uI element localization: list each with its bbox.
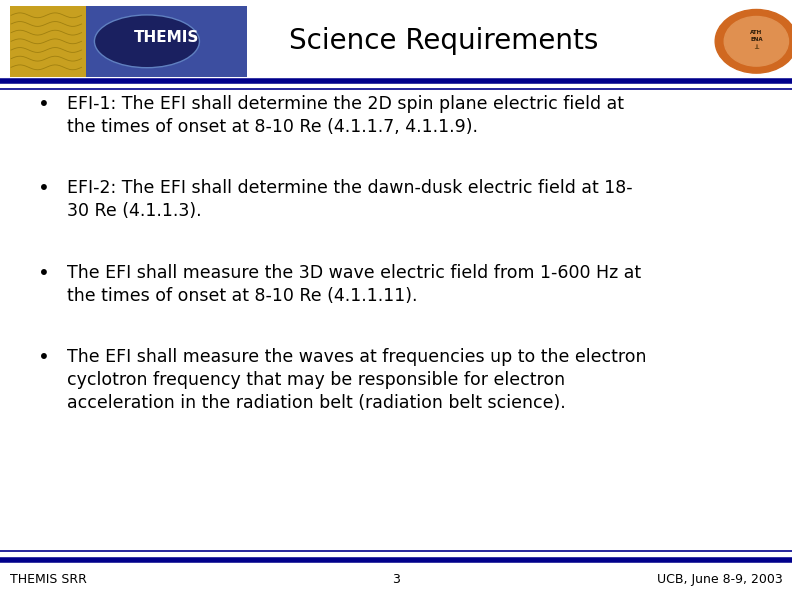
Text: •: •	[38, 95, 49, 114]
Text: EFI-1: The EFI shall determine the 2D spin plane electric field at
the times of : EFI-1: The EFI shall determine the 2D sp…	[67, 95, 624, 136]
Text: UCB, June 8-9, 2003: UCB, June 8-9, 2003	[657, 573, 782, 586]
Text: ATH: ATH	[750, 29, 763, 35]
Text: The EFI shall measure the 3D wave electric field from 1-600 Hz at
the times of o: The EFI shall measure the 3D wave electr…	[67, 264, 642, 305]
Text: THEMIS: THEMIS	[134, 30, 199, 45]
Text: 3: 3	[392, 573, 400, 586]
Circle shape	[715, 10, 792, 73]
Text: THEMIS SRR: THEMIS SRR	[10, 573, 86, 586]
Circle shape	[724, 17, 789, 66]
Text: Science Requirements: Science Requirements	[289, 28, 598, 55]
Text: ╨: ╨	[754, 46, 759, 51]
FancyBboxPatch shape	[10, 6, 86, 77]
Text: •: •	[38, 348, 49, 367]
FancyBboxPatch shape	[10, 6, 247, 77]
Text: ENA: ENA	[750, 37, 763, 42]
Ellipse shape	[94, 15, 200, 68]
Text: EFI-2: The EFI shall determine the dawn-dusk electric field at 18-
30 Re (4.1.1.: EFI-2: The EFI shall determine the dawn-…	[67, 179, 633, 220]
Text: •: •	[38, 264, 49, 283]
Text: The EFI shall measure the waves at frequencies up to the electron
cyclotron freq: The EFI shall measure the waves at frequ…	[67, 348, 647, 412]
Text: •: •	[38, 179, 49, 198]
